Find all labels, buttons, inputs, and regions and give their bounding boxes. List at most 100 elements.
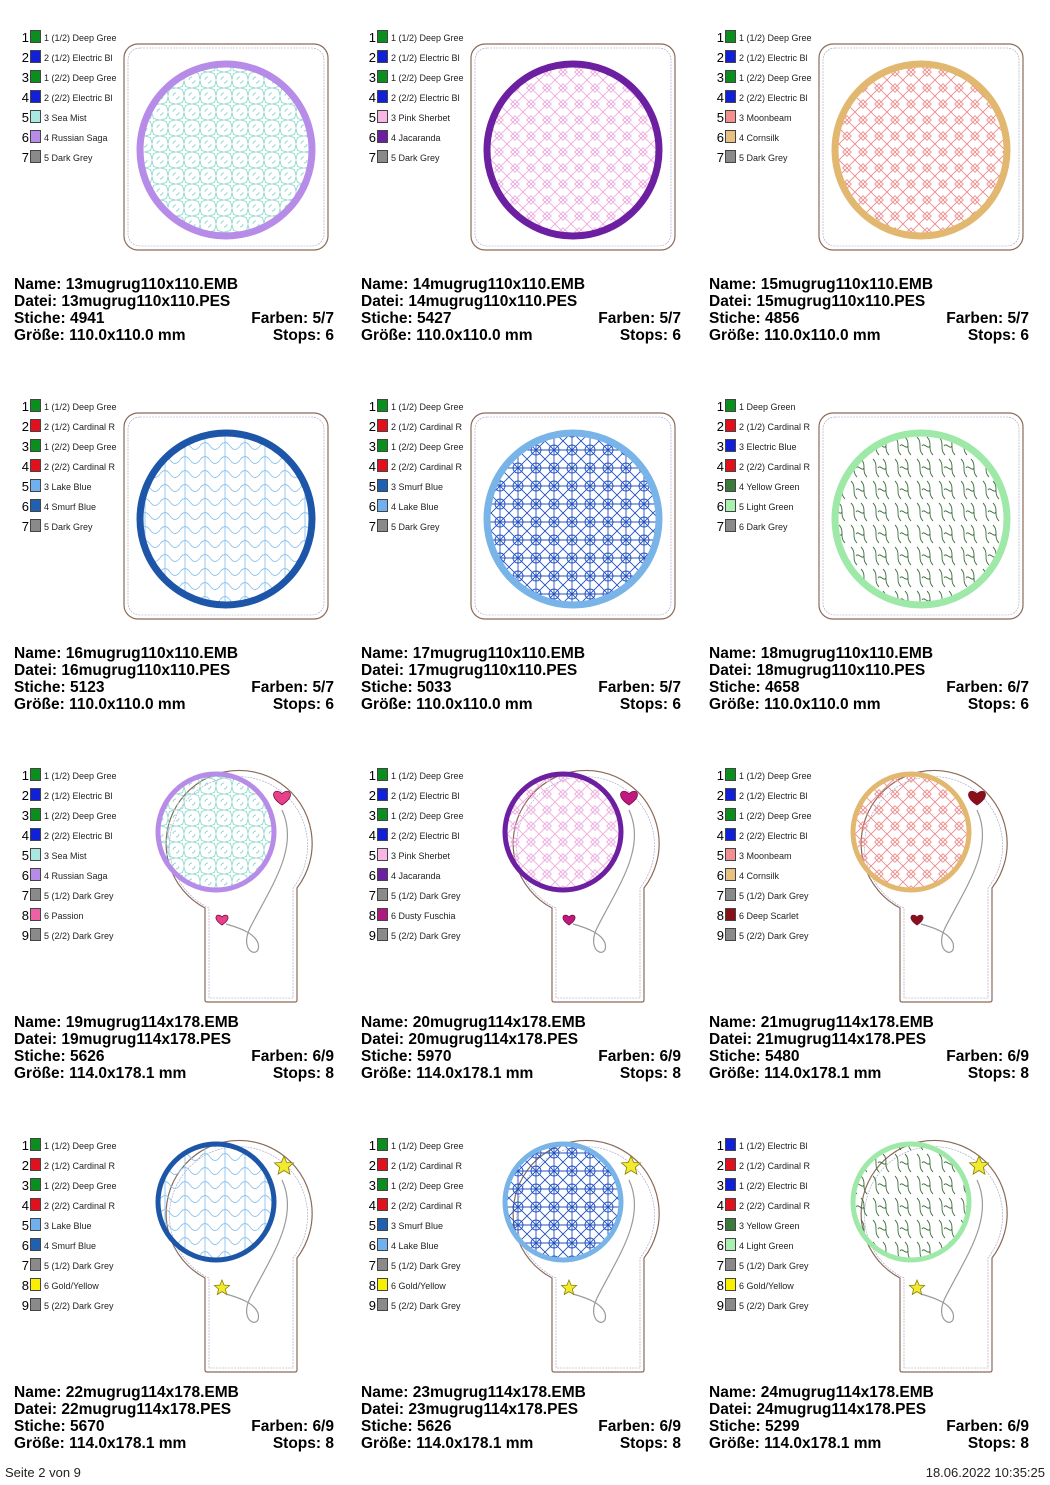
design-name: 24mugrug114x178.EMB: [760, 1384, 934, 1401]
stitches-line: Stiche: 5670 Farben: 6/9: [14, 1418, 334, 1435]
thread-color-row: 4 2 (2/2) Electric Bl: [713, 828, 823, 848]
file-label: Datei:: [14, 293, 58, 310]
colors-label: Farben:: [946, 1048, 1004, 1065]
colors-label: Farben:: [598, 1048, 656, 1065]
stitch-count: 4658: [765, 679, 800, 696]
thread-swatch: [377, 519, 388, 532]
stitches-label: Stiche:: [709, 1048, 761, 1065]
thread-swatch: [725, 1158, 736, 1171]
design-file-line: Datei: 19mugrug114x178.PES: [14, 1031, 334, 1048]
size-line: Größe: 110.0x110.0 mm Stops: 6: [709, 327, 1029, 344]
size-line: Größe: 114.0x178.1 mm Stops: 8: [14, 1065, 334, 1082]
stitches-label: Stiche:: [709, 310, 761, 327]
thread-name: 1 Deep Green: [739, 402, 796, 412]
thread-swatch: [377, 768, 388, 781]
thread-swatch: [725, 788, 736, 801]
stops-summary: Stops: 8: [968, 1435, 1029, 1452]
thread-color-row: 6 4 Russian Saga: [18, 868, 128, 888]
thread-swatch: [377, 399, 388, 412]
stitch-count: 4941: [70, 310, 105, 327]
thread-step-number: 2: [368, 419, 376, 434]
size-label: Größe:: [361, 696, 412, 713]
design-card: 1 1 (1/2) Deep Gree 2 2 (1/2) Cardinal R 3 1 …: [347, 369, 694, 738]
thread-swatch: [377, 479, 388, 492]
stops-summary: Stops: 8: [620, 1065, 681, 1082]
colors-summary: Farben: 6/9: [946, 1048, 1029, 1065]
thread-step-number: 7: [21, 150, 29, 165]
thread-name: 1 (1/2) Deep Gree: [391, 33, 464, 43]
thread-swatch: [377, 459, 388, 472]
thread-color-row: 3 1 (2/2) Electric Bl: [713, 1178, 823, 1198]
thread-color-row: 3 1 (2/2) Deep Gree: [18, 808, 128, 828]
coaster-circle: [483, 429, 663, 609]
thread-color-row: 2 2 (1/2) Cardinal R: [713, 419, 823, 439]
thread-color-row: 1 1 (1/2) Deep Gree: [18, 399, 128, 419]
thread-color-row: 1 1 (1/2) Deep Gree: [18, 30, 128, 50]
thread-swatch: [725, 1178, 736, 1191]
thread-step-number: 5: [368, 110, 376, 125]
thread-swatch: [725, 30, 736, 43]
stops-summary: Stops: 6: [273, 696, 334, 713]
design-name-line: Name: 19mugrug114x178.EMB: [14, 1014, 334, 1031]
design-file: 21mugrug114x178.PES: [756, 1031, 927, 1048]
thread-color-row: 4 2 (2/2) Cardinal R: [713, 459, 823, 479]
color-count: 6/9: [659, 1048, 681, 1065]
thread-name: 4 Russian Saga: [44, 133, 108, 143]
design-info: Name: 24mugrug114x178.EMB Datei: 24mugrug…: [709, 1384, 1029, 1452]
thread-color-row: 3 1 (2/2) Deep Gree: [365, 1178, 475, 1198]
design-file-line: Datei: 16mugrug110x110.PES: [14, 662, 334, 679]
thread-name: 2 (2/2) Cardinal R: [739, 462, 811, 472]
thread-step-number: 4: [368, 90, 376, 105]
thread-step-number: 2: [368, 1158, 376, 1173]
thread-swatch: [725, 1198, 736, 1211]
thread-color-list: 1 1 (1/2) Deep Gree 2 2 (1/2) Cardinal R 3 1 …: [18, 1138, 128, 1318]
thread-color-list: 1 1 Deep Green 2 2 (1/2) Cardinal R 3 3 Elect…: [713, 399, 823, 539]
thread-name: 4 Smurf Blue: [44, 1241, 97, 1251]
star-icon: [968, 1154, 990, 1175]
stitches-label: Stiche:: [361, 1048, 413, 1065]
thread-name: 6 Dark Grey: [739, 522, 788, 532]
thread-step-number: 1: [21, 30, 29, 45]
thread-swatch: [725, 1138, 736, 1151]
thread-swatch: [30, 90, 41, 103]
thread-swatch: [377, 1198, 388, 1211]
thread-color-list: 1 1 (1/2) Deep Gree 2 2 (1/2) Electric Bl 3 1…: [713, 30, 823, 170]
name-label: Name:: [361, 1014, 409, 1031]
heart-icon: [215, 914, 229, 926]
thread-color-row: 8 6 Dusty Fuschia: [365, 908, 475, 928]
design-card: 1 1 (1/2) Deep Gree 2 2 (1/2) Electric Bl 3 1…: [347, 738, 694, 1107]
stop-count: 8: [1020, 1435, 1029, 1452]
thread-swatch: [30, 30, 41, 43]
thread-swatch: [30, 848, 41, 861]
thread-step-number: 5: [368, 848, 376, 863]
thread-name: 2 (2/2) Cardinal R: [44, 462, 116, 472]
thread-swatch: [725, 1218, 736, 1231]
stitches-line: Stiche: 4658 Farben: 6/7: [709, 679, 1029, 696]
thread-name: 2 (2/2) Electric Bl: [391, 93, 460, 103]
thread-name: 4 Yellow Green: [739, 482, 800, 492]
thread-color-list: 1 1 (1/2) Deep Gree 2 2 (1/2) Cardinal R 3 1 …: [18, 399, 128, 539]
design-file: 16mugrug110x110.PES: [61, 662, 231, 679]
thread-step-number: 9: [21, 1298, 29, 1313]
thread-swatch: [377, 888, 388, 901]
size-line: Größe: 114.0x178.1 mm Stops: 8: [709, 1065, 1029, 1082]
design-name-line: Name: 17mugrug110x110.EMB: [361, 645, 681, 662]
thread-step-number: 8: [368, 908, 376, 923]
thread-swatch: [30, 1218, 41, 1231]
file-label: Datei:: [14, 662, 58, 679]
name-label: Name:: [709, 1384, 757, 1401]
thread-step-number: 9: [716, 928, 724, 943]
thread-step-number: 8: [21, 908, 29, 923]
thread-name: 2 (1/2) Cardinal R: [391, 1161, 463, 1171]
coaster-circle: [850, 1141, 972, 1263]
design-preview: [502, 769, 660, 1003]
stops-label: Stops:: [619, 1435, 669, 1452]
thread-step-number: 4: [21, 1198, 29, 1213]
thread-swatch: [30, 1238, 41, 1251]
stop-count: 8: [672, 1065, 681, 1082]
thread-name: 4 Lake Blue: [391, 502, 439, 512]
stop-count: 6: [1020, 696, 1029, 713]
thread-swatch: [377, 1278, 388, 1291]
color-count: 6/9: [312, 1418, 334, 1435]
thread-swatch: [30, 788, 41, 801]
